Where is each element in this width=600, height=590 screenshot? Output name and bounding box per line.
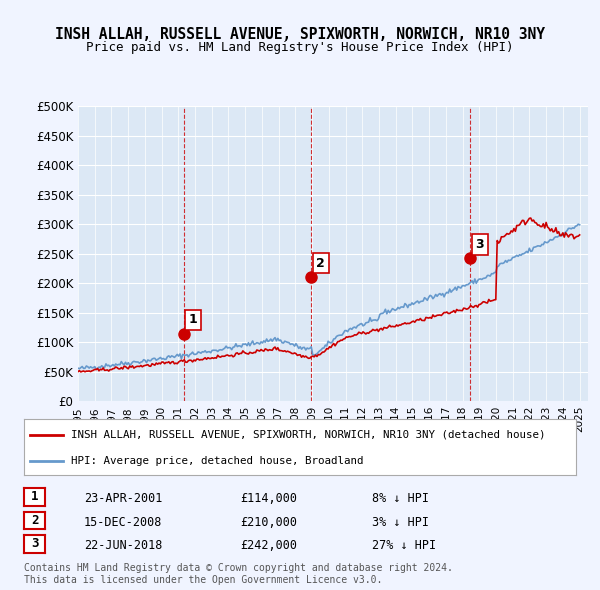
- Text: 3: 3: [475, 238, 484, 251]
- Text: 1: 1: [188, 313, 197, 326]
- Text: £210,000: £210,000: [240, 516, 297, 529]
- Text: 23-APR-2001: 23-APR-2001: [84, 492, 163, 505]
- Text: INSH ALLAH, RUSSELL AVENUE, SPIXWORTH, NORWICH, NR10 3NY (detached house): INSH ALLAH, RUSSELL AVENUE, SPIXWORTH, N…: [71, 430, 545, 440]
- Text: 27% ↓ HPI: 27% ↓ HPI: [372, 539, 436, 552]
- Text: 8% ↓ HPI: 8% ↓ HPI: [372, 492, 429, 505]
- Text: 22-JUN-2018: 22-JUN-2018: [84, 539, 163, 552]
- Text: 2: 2: [31, 514, 38, 527]
- Text: 2: 2: [316, 257, 325, 270]
- Text: 1: 1: [31, 490, 38, 503]
- Text: INSH ALLAH, RUSSELL AVENUE, SPIXWORTH, NORWICH, NR10 3NY: INSH ALLAH, RUSSELL AVENUE, SPIXWORTH, N…: [55, 27, 545, 41]
- Text: This data is licensed under the Open Government Licence v3.0.: This data is licensed under the Open Gov…: [24, 575, 382, 585]
- Text: 3% ↓ HPI: 3% ↓ HPI: [372, 516, 429, 529]
- Text: £114,000: £114,000: [240, 492, 297, 505]
- Text: Price paid vs. HM Land Registry's House Price Index (HPI): Price paid vs. HM Land Registry's House …: [86, 41, 514, 54]
- Text: 15-DEC-2008: 15-DEC-2008: [84, 516, 163, 529]
- Text: Contains HM Land Registry data © Crown copyright and database right 2024.: Contains HM Land Registry data © Crown c…: [24, 563, 453, 573]
- Text: 3: 3: [31, 537, 38, 550]
- Text: £242,000: £242,000: [240, 539, 297, 552]
- Text: HPI: Average price, detached house, Broadland: HPI: Average price, detached house, Broa…: [71, 456, 364, 466]
